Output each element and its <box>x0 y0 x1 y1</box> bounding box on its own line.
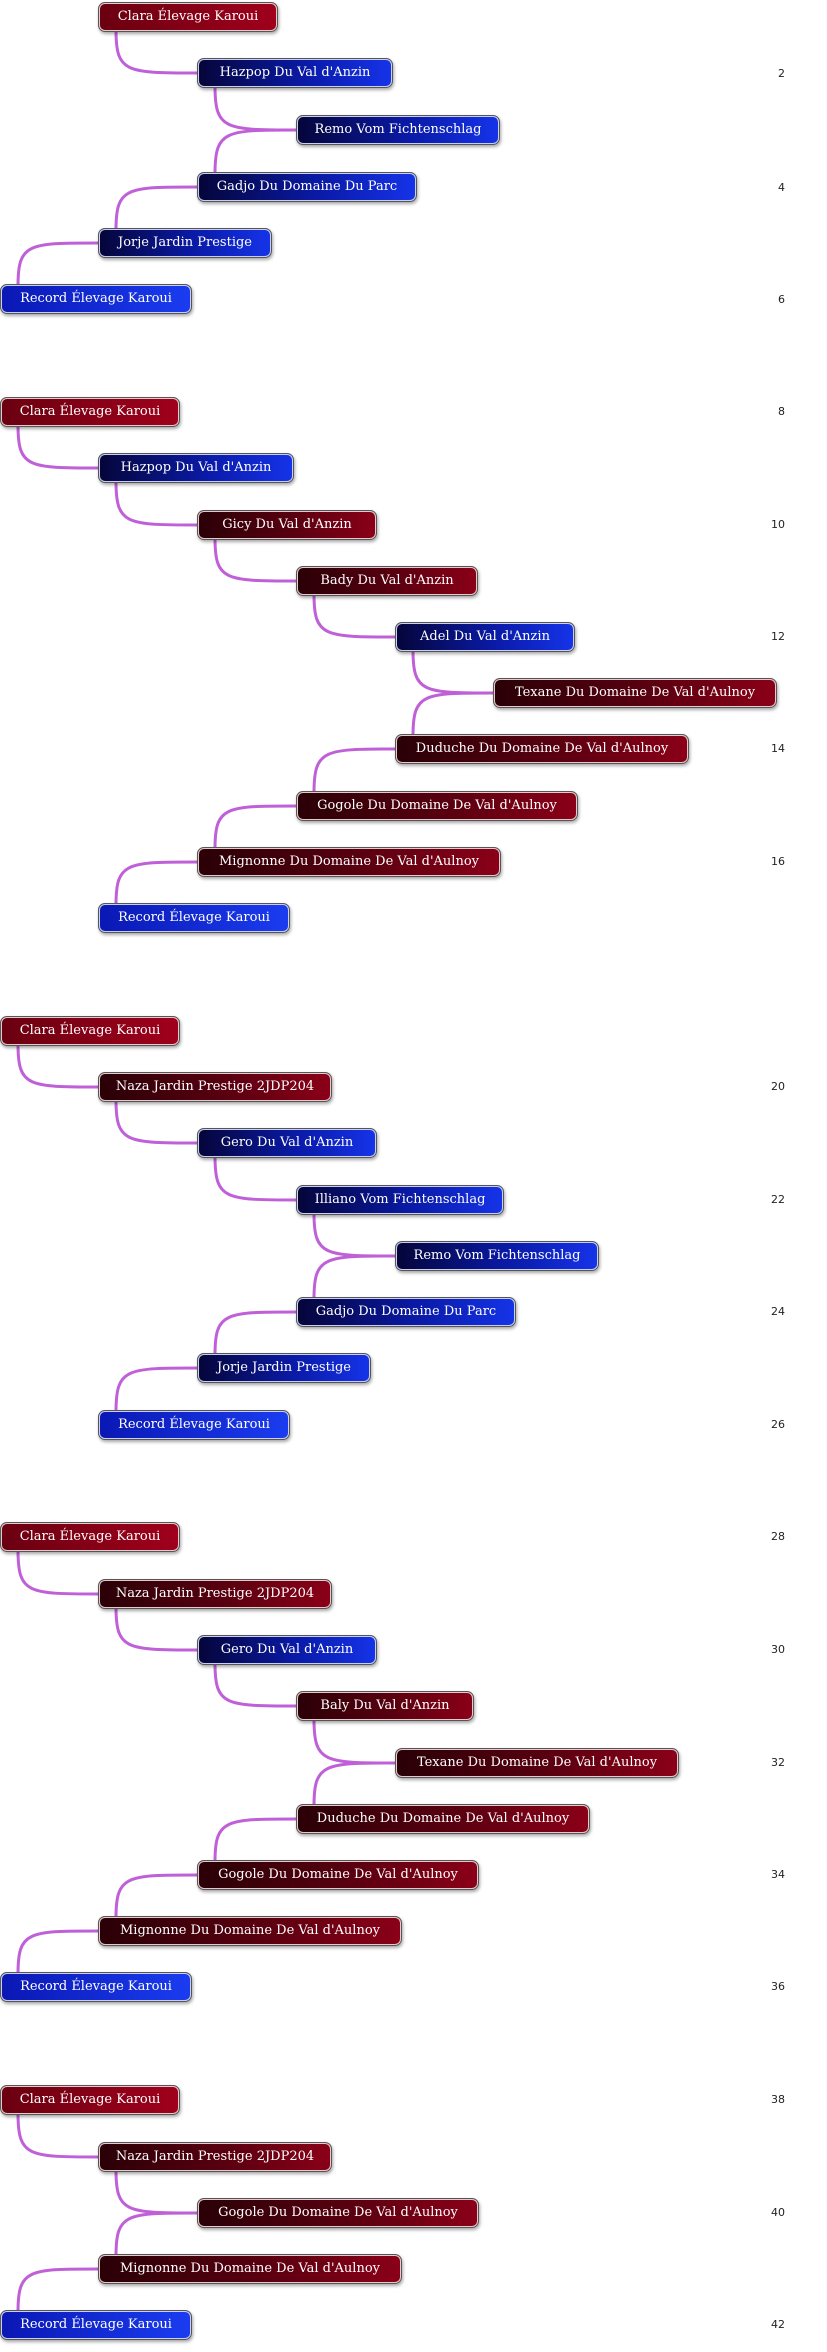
connector-link <box>16 1548 102 1596</box>
connector-link <box>213 1817 300 1864</box>
connector-link <box>213 1154 300 1202</box>
page-number: 34 <box>771 1868 785 1881</box>
connector-link <box>411 648 497 695</box>
tree2-node-mignonne-du-domaine-de-val-d-aulnoy[interactable]: Mignonne Du Domaine De Val d'Aulnoy <box>197 847 501 877</box>
tree1-node-clara-elevage-karoui[interactable]: Clara Élevage Karoui <box>98 2 278 32</box>
connector-link <box>312 592 399 639</box>
page-number: 38 <box>771 2093 785 2106</box>
tree1-node-jorje-jardin-prestige[interactable]: Jorje Jardin Prestige <box>98 228 272 258</box>
tree3-node-remo-vom-fichtenschlag[interactable]: Remo Vom Fichtenschlag <box>395 1241 599 1271</box>
connector-link <box>114 185 201 232</box>
tree1-node-hazpop-du-val-d-anzin[interactable]: Hazpop Du Val d'Anzin <box>197 58 393 88</box>
tree2-node-bady-du-val-d-anzin[interactable]: Bady Du Val d'Anzin <box>296 566 478 596</box>
tree2-node-duduche-du-domaine-de-val-d-aulnoy[interactable]: Duduche Du Domaine De Val d'Aulnoy <box>395 734 689 764</box>
connector-link <box>16 2111 102 2159</box>
connector-link <box>114 479 201 527</box>
tree3-node-naza-jardin-prestige[interactable]: Naza Jardin Prestige 2JDP204 <box>98 1072 332 1102</box>
tree4-node-naza-jardin-prestige[interactable]: Naza Jardin Prestige 2JDP204 <box>98 1579 332 1609</box>
connector-link <box>312 1211 399 1258</box>
tree2-node-record-elevage-karoui[interactable]: Record Élevage Karoui <box>98 903 290 933</box>
tree4-node-gogole-du-domaine-de-val-d-aulnoy[interactable]: Gogole Du Domaine De Val d'Aulnoy <box>197 1860 479 1890</box>
tree1-node-remo-vom-fichtenschlag[interactable]: Remo Vom Fichtenschlag <box>296 115 500 145</box>
tree5-node-record-elevage-karoui[interactable]: Record Élevage Karoui <box>0 2310 192 2340</box>
page-number: 32 <box>771 1756 785 1769</box>
connector-link <box>16 1042 102 1089</box>
page-number: 42 <box>771 2318 785 2331</box>
page-number: 40 <box>771 2206 785 2219</box>
connector-link <box>114 1366 201 1414</box>
connector-link <box>213 128 300 176</box>
tree3-node-record-elevage-karoui[interactable]: Record Élevage Karoui <box>98 1410 290 1440</box>
tree5-node-naza-jardin-prestige[interactable]: Naza Jardin Prestige 2JDP204 <box>98 2142 332 2172</box>
connector-link <box>114 1873 201 1920</box>
connector-link <box>114 2168 201 2215</box>
page-number: 10 <box>771 518 785 531</box>
page-number: 26 <box>771 1418 785 1431</box>
tree1-node-record-elevage-karoui[interactable]: Record Élevage Karoui <box>0 284 192 314</box>
page-number: 36 <box>771 1980 785 1993</box>
tree4-node-duduche-du-domaine-de-val-d-aulnoy[interactable]: Duduche Du Domaine De Val d'Aulnoy <box>296 1804 590 1834</box>
page-number: 14 <box>771 742 785 755</box>
connector-link <box>213 1310 300 1357</box>
page-number: 28 <box>771 1530 785 1543</box>
tree2-node-texane-du-domaine-de-val-d-aulnoy[interactable]: Texane Du Domaine De Val d'Aulnoy <box>493 678 777 708</box>
connector-link <box>312 1254 399 1301</box>
tree3-node-gadjo-du-domaine-du-parc[interactable]: Gadjo Du Domaine Du Parc <box>296 1297 516 1327</box>
tree2-node-clara-elevage-karoui[interactable]: Clara Élevage Karoui <box>0 397 180 427</box>
tree4-node-mignonne-du-domaine-de-val-d-aulnoy[interactable]: Mignonne Du Domaine De Val d'Aulnoy <box>98 1916 402 1946</box>
connector-link <box>16 423 102 470</box>
tree5-node-clara-elevage-karoui[interactable]: Clara Élevage Karoui <box>0 2085 180 2115</box>
tree4-node-clara-elevage-karoui[interactable]: Clara Élevage Karoui <box>0 1522 180 1552</box>
tree4-node-texane-du-domaine-de-val-d-aulnoy[interactable]: Texane Du Domaine De Val d'Aulnoy <box>395 1748 679 1778</box>
connector-link <box>114 28 201 75</box>
connector-link <box>114 2211 201 2258</box>
tree5-node-gogole-du-domaine-de-val-d-aulnoy[interactable]: Gogole Du Domaine De Val d'Aulnoy <box>197 2198 479 2228</box>
tree3-node-gero-du-val-d-anzin[interactable]: Gero Du Val d'Anzin <box>197 1128 377 1158</box>
connector-link <box>16 1929 102 1976</box>
connector-link <box>312 1717 399 1765</box>
connector-link <box>213 536 300 583</box>
tree4-node-baly-du-val-d-anzin[interactable]: Baly Du Val d'Anzin <box>296 1691 474 1721</box>
connector-link <box>114 1098 201 1145</box>
tree3-node-illiano-vom-fichtenschlag[interactable]: Illiano Vom Fichtenschlag <box>296 1185 504 1215</box>
connector-link <box>213 84 300 132</box>
page-number: 8 <box>778 405 785 418</box>
connector-link <box>213 804 300 851</box>
connector-link <box>312 1761 399 1808</box>
tree2-node-gogole-du-domaine-de-val-d-aulnoy[interactable]: Gogole Du Domaine De Val d'Aulnoy <box>296 791 578 821</box>
tree3-node-clara-elevage-karoui[interactable]: Clara Élevage Karoui <box>0 1016 180 1046</box>
connector-link <box>114 1605 201 1652</box>
tree2-node-adel-du-val-d-anzin[interactable]: Adel Du Val d'Anzin <box>395 622 575 652</box>
page-number: 6 <box>778 293 785 306</box>
page-number: 12 <box>771 630 785 643</box>
page-number: 30 <box>771 1643 785 1656</box>
tree3-node-jorje-jardin-prestige[interactable]: Jorje Jardin Prestige <box>197 1353 371 1383</box>
page-number: 24 <box>771 1305 785 1318</box>
tree4-node-gero-du-val-d-anzin[interactable]: Gero Du Val d'Anzin <box>197 1635 377 1665</box>
tree4-node-record-elevage-karoui[interactable]: Record Élevage Karoui <box>0 1972 192 2002</box>
tree1-node-gadjo-du-domaine-du-parc[interactable]: Gadjo Du Domaine Du Parc <box>197 172 417 202</box>
connector-link <box>411 691 497 738</box>
page-number: 4 <box>778 181 785 194</box>
connector-link <box>16 2267 102 2314</box>
tree2-node-hazpop-du-val-d-anzin[interactable]: Hazpop Du Val d'Anzin <box>98 453 294 483</box>
connector-link <box>114 860 201 907</box>
page-number: 16 <box>771 855 785 868</box>
connector-link <box>213 1661 300 1708</box>
tree5-node-mignonne-du-domaine-de-val-d-aulnoy[interactable]: Mignonne Du Domaine De Val d'Aulnoy <box>98 2254 402 2284</box>
page-number: 22 <box>771 1193 785 1206</box>
connector-link <box>16 241 102 288</box>
page-number: 20 <box>771 1080 785 1093</box>
tree2-node-gicy-du-val-d-anzin[interactable]: Gicy Du Val d'Anzin <box>197 510 377 540</box>
connector-link <box>312 747 399 795</box>
page-number: 2 <box>778 67 785 80</box>
